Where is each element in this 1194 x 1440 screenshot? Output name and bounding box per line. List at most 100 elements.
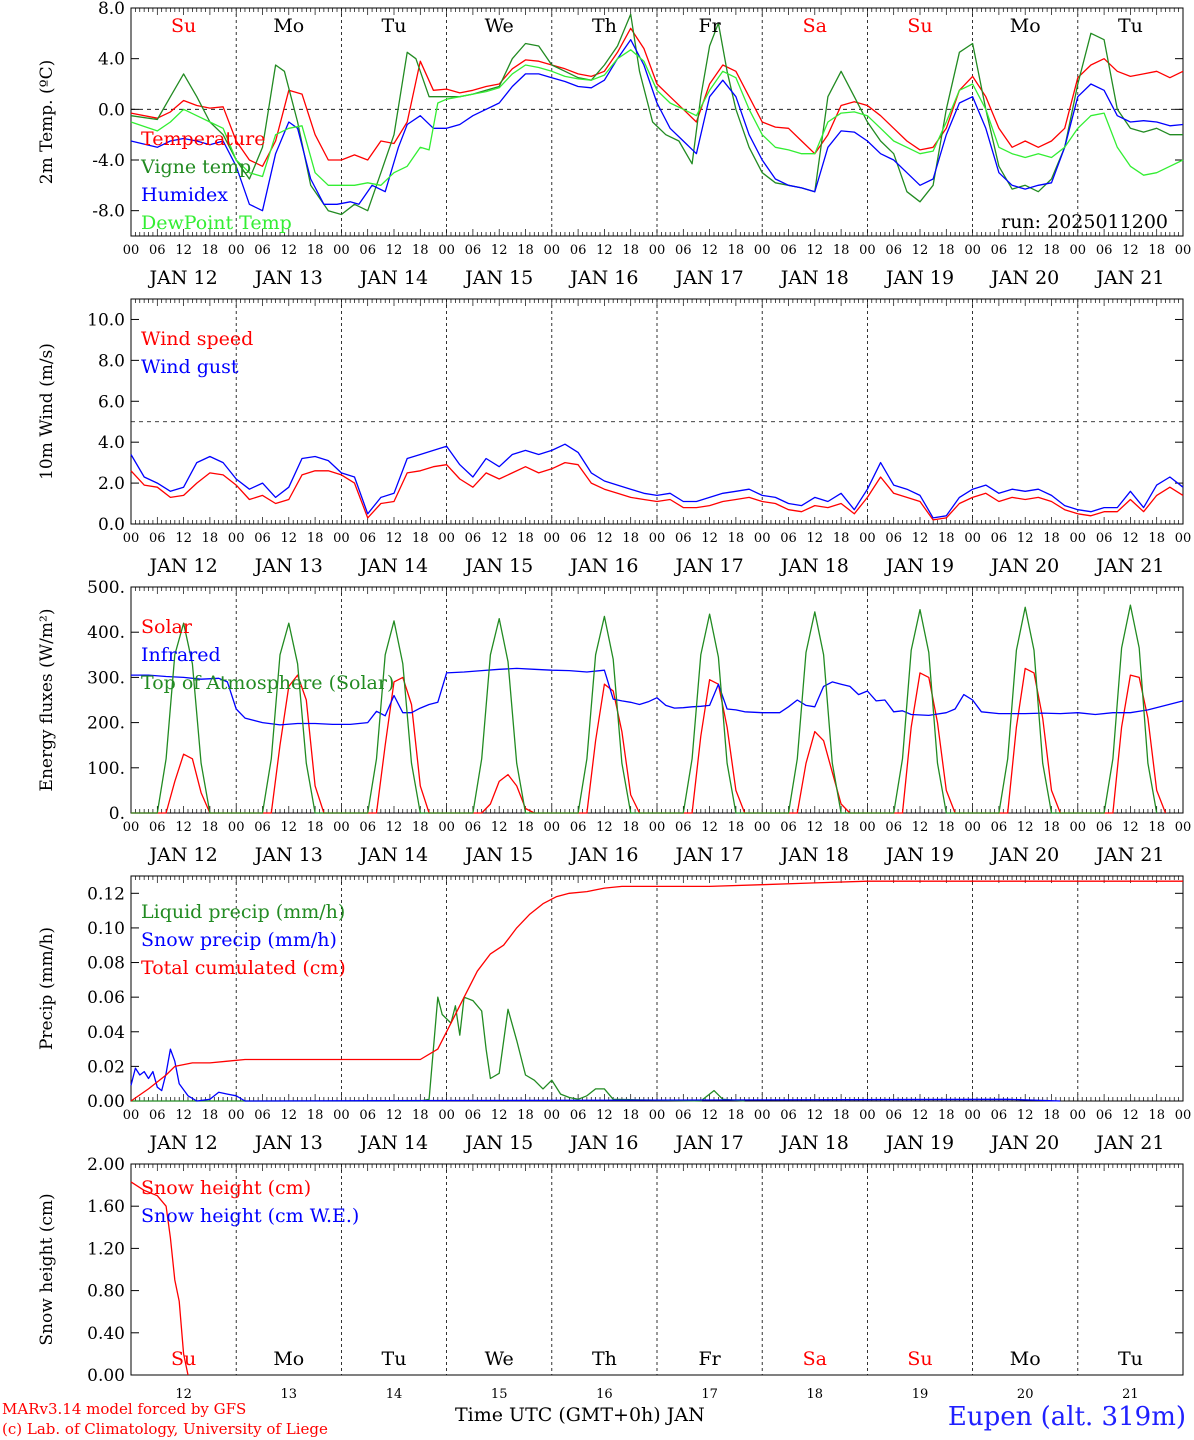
y-tick-label: 0.02 (87, 1057, 125, 1077)
x-hour-label: 06 (885, 531, 902, 546)
x-day-label: JAN 14 (358, 844, 428, 866)
y-tick-label: 300. (87, 668, 125, 688)
x-hour-label: 06 (885, 1108, 902, 1123)
x-hour-label: 00 (544, 820, 561, 835)
x-hour-label: 18 (938, 820, 955, 835)
x-hour-label: 00 (1175, 243, 1192, 258)
x-hour-label: 00 (964, 1108, 981, 1123)
x-hour-label: 00 (228, 1108, 245, 1123)
series-line-wind-speed (130, 461, 1184, 521)
y-tick-label: 1.20 (87, 1239, 125, 1259)
x-day-label: JAN 19 (884, 1132, 954, 1154)
x-hour-label: 06 (254, 820, 271, 835)
y-tick-label: 1.60 (87, 1197, 125, 1217)
x-hour-label: 12 (1017, 243, 1034, 258)
legend-entry: Infrared (141, 644, 221, 666)
x-hour-label: 18 (728, 820, 745, 835)
x-day-label: JAN 16 (568, 555, 638, 577)
x-hour-label: 18 (1148, 820, 1165, 835)
series-line-top-of-atmosphere-solar- (131, 604, 1158, 814)
x-hour-label: 00 (123, 820, 140, 835)
x-hour-label: 18 (622, 1108, 639, 1123)
weekday-label: Su (171, 15, 196, 37)
x-hour-label: 00 (438, 1108, 455, 1123)
x-hour-label: 18 (833, 243, 850, 258)
x-hour-label: 00 (964, 820, 981, 835)
x-hour-label: 18 (307, 531, 324, 546)
x-hour-label: 06 (780, 820, 797, 835)
y-tick-label: 8.0 (98, 0, 125, 19)
x-hour-label: 12 (281, 820, 298, 835)
x-day-label: JAN 16 (568, 844, 638, 866)
y-tick-label: -4.0 (92, 151, 125, 171)
weekday-label: Th (592, 15, 617, 37)
x-day-label: JAN 19 (884, 267, 954, 289)
x-hour-label: 12 (1122, 820, 1139, 835)
x-hour-label: 00 (859, 243, 876, 258)
legend-entry: Vigne temp (140, 156, 251, 178)
x-hour-label: 06 (359, 531, 376, 546)
x-hour-label: 00 (649, 531, 666, 546)
x-hour-label: 06 (254, 531, 271, 546)
x-day-label: JAN 20 (989, 844, 1059, 866)
x-hour-label: 12 (175, 1108, 192, 1123)
x-hour-label: 06 (991, 820, 1008, 835)
x-hour-label: 00 (228, 243, 245, 258)
x-day-label: JAN 18 (779, 555, 849, 577)
x-hour-label: 00 (754, 531, 771, 546)
x-hour-label: 00 (123, 531, 140, 546)
x-day-label: JAN 14 (358, 555, 428, 577)
x-hour-label: 06 (570, 820, 587, 835)
y-tick-label: 0.0 (98, 100, 125, 120)
x-hour-label: 12 (912, 820, 929, 835)
x-hour-label: 12 (1122, 531, 1139, 546)
x-hour-label: 12 (596, 820, 613, 835)
x-hour-label: 06 (149, 531, 166, 546)
x-day-label: JAN 13 (253, 267, 323, 289)
x-day-label: JAN 14 (358, 267, 428, 289)
x-hour-label: 06 (149, 243, 166, 258)
y-tick-label: 0.08 (87, 954, 125, 974)
x-hour-label: 06 (675, 531, 692, 546)
x-day-number: 15 (491, 1387, 508, 1402)
x-hour-label: 18 (622, 531, 639, 546)
x-hour-label: 12 (807, 243, 824, 258)
x-hour-label: 12 (386, 1108, 403, 1123)
x-hour-label: 12 (491, 531, 508, 546)
x-day-label: JAN 15 (463, 1132, 533, 1154)
y-tick-label: 0.12 (87, 884, 125, 904)
y-tick-label: 6.0 (98, 392, 125, 412)
y-axis-title: 10m Wind (m/s) (37, 343, 57, 480)
model-credit: MARv3.14 model forced by GFS (2, 1400, 247, 1418)
x-day-number: 14 (386, 1387, 403, 1402)
y-tick-label: 0.00 (87, 1092, 125, 1112)
lab-credit: (c) Lab. of Climatology, University of L… (2, 1420, 328, 1438)
x-hour-label: 00 (1175, 820, 1192, 835)
x-hour-label: 06 (465, 820, 482, 835)
x-hour-label: 12 (386, 243, 403, 258)
x-hour-label: 06 (570, 243, 587, 258)
weekday-label: We (485, 1348, 514, 1370)
y-tick-label: 500. (87, 578, 125, 598)
x-hour-label: 00 (754, 1108, 771, 1123)
x-hour-label: 18 (1148, 1108, 1165, 1123)
x-hour-label: 06 (675, 243, 692, 258)
x-hour-label: 00 (1070, 243, 1087, 258)
x-hour-label: 06 (149, 1108, 166, 1123)
x-hour-label: 12 (1017, 531, 1034, 546)
x-hour-label: 18 (728, 1108, 745, 1123)
x-day-number: 16 (596, 1387, 613, 1402)
x-day-label: JAN 20 (989, 555, 1059, 577)
x-hour-label: 06 (570, 531, 587, 546)
x-hour-label: 18 (728, 531, 745, 546)
series-line-dewpoint-temp (130, 49, 1184, 186)
weekday-label: Sa (803, 1348, 827, 1370)
x-hour-label: 18 (1043, 820, 1060, 835)
weekday-label: Su (907, 15, 932, 37)
series-line-humidex (130, 39, 1184, 212)
x-hour-label: 06 (1096, 820, 1113, 835)
x-hour-label: 12 (701, 1108, 718, 1123)
x-day-label: JAN 20 (989, 1132, 1059, 1154)
y-tick-label: 0.06 (87, 988, 125, 1008)
x-hour-label: 00 (859, 531, 876, 546)
